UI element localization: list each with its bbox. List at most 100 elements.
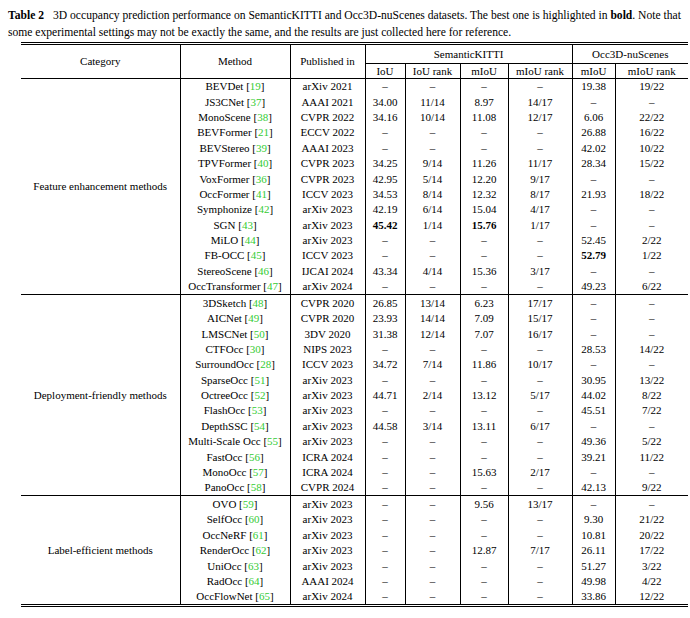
citation-link[interactable]: 46 (258, 265, 269, 277)
citation-link[interactable]: 47 (267, 280, 278, 292)
citation-link[interactable]: 40 (257, 157, 268, 169)
method-cell: OccNeRF [61] (180, 527, 290, 542)
column-header-nuscenes-miou: mIoU (572, 63, 615, 78)
method-cell: BEVStereo [39] (180, 140, 290, 155)
citation-link[interactable]: 53 (252, 404, 263, 416)
published-in-cell: arXiv 2023 (290, 387, 365, 402)
method-cell: FlashOcc [53] (180, 403, 290, 418)
method-cell: MonoOcc [57] (180, 464, 290, 479)
citation-link[interactable]: 43 (242, 219, 253, 231)
metric-cell: – (460, 372, 508, 387)
metric-cell: – (508, 527, 572, 542)
method-cell: UniOcc [63] (180, 558, 290, 573)
metric-cell: – (508, 248, 572, 263)
citation-link[interactable]: 21 (258, 126, 269, 138)
citation-link[interactable]: 54 (254, 420, 265, 432)
metric-cell: – (365, 512, 405, 527)
metric-cell: – (405, 434, 460, 449)
metric-cell: 51.27 (572, 558, 615, 573)
citation-link[interactable]: 45 (251, 249, 262, 261)
metric-cell: – (572, 464, 615, 479)
citation-link[interactable]: 63 (248, 560, 259, 572)
citation-link[interactable]: 62 (256, 544, 267, 556)
metric-cell: 49.23 (572, 279, 615, 295)
metric-cell: 10/17 (508, 357, 572, 372)
metric-cell: – (365, 558, 405, 573)
metric-cell: – (460, 78, 508, 94)
citation-link[interactable]: 51 (254, 374, 265, 386)
published-in-cell: AAAI 2024 (290, 573, 365, 588)
category-cell: Deployment-friendly methods (21, 295, 180, 496)
citation-link[interactable]: 58 (251, 481, 262, 493)
column-header-kitti-iou-rank: IoU rank (405, 63, 460, 78)
metric-cell: – (508, 434, 572, 449)
metric-cell: 7/17 (508, 542, 572, 557)
citation-link[interactable]: 42 (258, 203, 269, 215)
citation-link[interactable]: 57 (253, 466, 264, 478)
citation-link[interactable]: 52 (254, 389, 265, 401)
metric-cell: – (460, 573, 508, 588)
citation-link[interactable]: 64 (249, 575, 260, 587)
citation-link[interactable]: 38 (257, 111, 268, 123)
column-group-semantickitti: SemanticKITTI (365, 45, 572, 63)
method-cell: OctreeOcc [52] (180, 387, 290, 402)
metric-cell: – (405, 496, 460, 512)
citation-link[interactable]: 49 (248, 312, 259, 324)
method-cell: BEVFormer [21] (180, 125, 290, 140)
metric-cell: – (508, 589, 572, 604)
metric-cell: – (460, 449, 508, 464)
citation-link[interactable]: 37 (250, 96, 261, 108)
citation-link[interactable]: 19 (250, 80, 261, 92)
method-cell: FastOcc [56] (180, 449, 290, 464)
citation-link[interactable]: 30 (250, 343, 261, 355)
metric-cell: – (405, 542, 460, 557)
metric-cell: – (405, 78, 460, 94)
citation-link[interactable]: 56 (249, 451, 260, 463)
published-in-cell: arXiv 2024 (290, 589, 365, 604)
metric-cell: 8.97 (460, 94, 508, 109)
method-cell: MiLO [44] (180, 232, 290, 247)
metric-cell: – (572, 171, 615, 186)
citation-link[interactable]: 59 (243, 498, 254, 510)
citation-link[interactable]: 28 (260, 358, 271, 370)
metric-cell: – (365, 527, 405, 542)
citation-link[interactable]: 41 (256, 188, 267, 200)
published-in-cell: AAAI 2023 (290, 140, 365, 155)
published-in-cell: CVPR 2022 (290, 109, 365, 124)
published-in-cell: CVPR 2024 (290, 480, 365, 496)
metric-cell: 6/22 (615, 279, 688, 295)
metric-cell: 9.56 (460, 496, 508, 512)
citation-link[interactable]: 65 (259, 590, 270, 602)
metric-cell: 49.98 (572, 573, 615, 588)
citation-link[interactable]: 48 (253, 297, 264, 309)
method-cell: OVO [59] (180, 496, 290, 512)
metric-cell: 30.95 (572, 372, 615, 387)
published-in-cell: arXiv 2023 (290, 558, 365, 573)
metric-cell: 16/22 (615, 125, 688, 140)
metric-cell: – (460, 434, 508, 449)
citation-link[interactable]: 44 (245, 234, 256, 246)
method-cell: RenderOcc [62] (180, 542, 290, 557)
metric-cell: 10/14 (405, 109, 460, 124)
metric-cell: 12.20 (460, 171, 508, 186)
metric-cell: – (508, 125, 572, 140)
metric-cell: – (572, 357, 615, 372)
column-header-nuscenes-miou-rank: mIoU rank (615, 63, 688, 78)
citation-link[interactable]: 60 (249, 513, 260, 525)
citation-link[interactable]: 39 (256, 142, 267, 154)
published-in-cell: arXiv 2024 (290, 279, 365, 295)
citation-link[interactable]: 55 (267, 435, 278, 447)
metric-cell: 34.25 (365, 156, 405, 171)
citation-link[interactable]: 61 (253, 529, 264, 541)
citation-link[interactable]: 36 (256, 173, 267, 185)
citation-link[interactable]: 50 (254, 328, 265, 340)
metric-cell: – (365, 232, 405, 247)
metric-cell: – (508, 341, 572, 356)
metric-cell: – (572, 94, 615, 109)
metric-cell: – (365, 78, 405, 94)
metric-cell: – (365, 589, 405, 604)
column-header-published-in: Published in (290, 45, 365, 78)
metric-cell: 44.71 (365, 387, 405, 402)
published-in-cell: NIPS 2023 (290, 341, 365, 356)
metric-cell: – (365, 480, 405, 496)
